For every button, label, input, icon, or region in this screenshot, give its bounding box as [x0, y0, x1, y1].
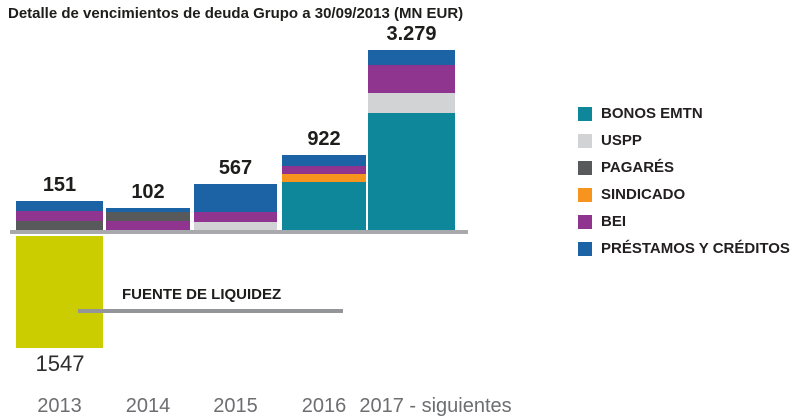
axis-baseline	[10, 230, 468, 234]
bar-segment-bonos	[368, 113, 455, 230]
bar-segment-uspp	[194, 222, 277, 230]
liquidity-pointer-line	[78, 309, 343, 313]
legend-label: USPP	[601, 132, 642, 149]
legend-label: PRÉSTAMOS Y CRÉDITOS	[601, 240, 790, 257]
legend-item-bonos: BONOS EMTN	[578, 100, 790, 127]
bar-segment-pagares	[16, 221, 103, 230]
x-axis-label: 2013	[37, 395, 82, 417]
bar-segment-prestamos	[368, 50, 455, 65]
stacked-bar-2015	[194, 184, 277, 230]
bar-segment-prestamos	[106, 208, 190, 212]
legend-label: BONOS EMTN	[601, 105, 703, 122]
bar-segment-bei	[16, 211, 103, 221]
legend-item-bei: BEI	[578, 208, 790, 235]
bar-total-label: 567	[218, 157, 253, 179]
stacked-bar-2013	[16, 201, 103, 230]
bar-segment-uspp	[368, 93, 455, 113]
bar-segment-bei	[194, 212, 277, 222]
bar-segment-bei	[106, 221, 190, 230]
liquidity-value-label: 1547	[35, 351, 85, 376]
legend-item-sindicado: SINDICADO	[578, 181, 790, 208]
x-axis-label: 2016	[301, 395, 347, 417]
bar-total-label: 151	[42, 174, 77, 196]
legend-color-swatch	[578, 133, 592, 148]
legend-label: PAGARÉS	[601, 159, 675, 176]
bar-segment-bonos	[282, 182, 366, 230]
legend-color-swatch	[578, 241, 592, 256]
legend-color-swatch	[578, 214, 592, 229]
bar-segment-prestamos	[16, 201, 103, 211]
stacked-bar-2016	[282, 155, 366, 230]
legend-color-swatch	[578, 160, 592, 175]
bar-segment-sindicado	[282, 174, 366, 182]
legend-label: SINDICADO	[601, 186, 686, 203]
stacked-bar-2014	[106, 208, 190, 230]
x-axis-label: 2014	[125, 395, 171, 417]
bar-segment-bei	[368, 65, 455, 93]
bar-segment-bei	[282, 166, 366, 174]
bar-total-label: 3.279	[386, 23, 437, 45]
x-axis-label: 2015	[213, 395, 258, 417]
x-axis-label: 2017 - siguientes	[359, 395, 512, 417]
legend-color-swatch	[578, 106, 592, 121]
bar-segment-pagares	[106, 212, 190, 221]
bar-total-label: 102	[131, 181, 165, 203]
legend-item-uspp: USPP	[578, 127, 790, 154]
bar-segment-prestamos	[194, 184, 277, 212]
bar-segment-prestamos	[282, 155, 366, 166]
stacked-bar-2017	[368, 50, 455, 230]
legend-color-swatch	[578, 187, 592, 202]
legend-item-pagares: PAGARÉS	[578, 154, 790, 181]
liquidity-bar	[16, 236, 103, 348]
legend-item-prestamos: PRÉSTAMOS Y CRÉDITOS	[578, 235, 790, 262]
liquidity-text-label: FUENTE DE LIQUIDEZ	[122, 286, 282, 303]
chart-legend: BONOS EMTN USPP PAGARÉS SINDICADO BEI PRÉSTAM…	[578, 100, 790, 262]
bar-total-label: 922	[307, 128, 341, 150]
chart-title: Detalle de vencimientos de deuda Grupo a…	[8, 5, 464, 22]
legend-label: BEI	[601, 213, 627, 230]
